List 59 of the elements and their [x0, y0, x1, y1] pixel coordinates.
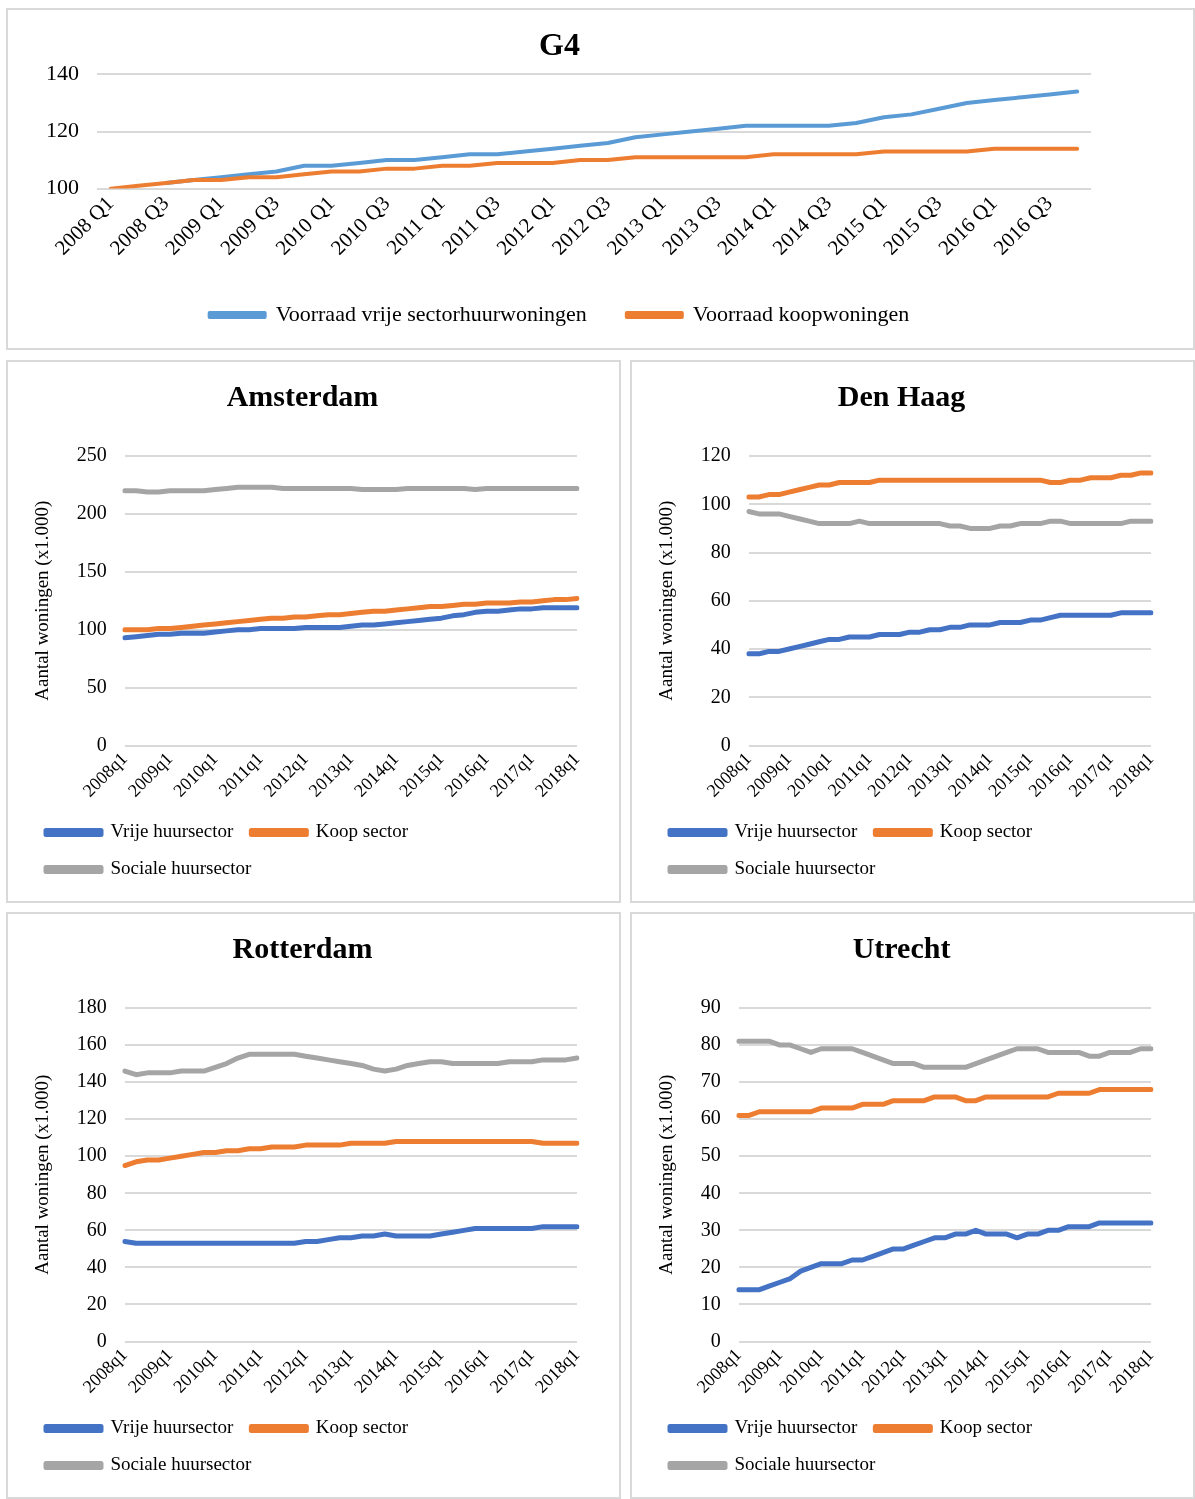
y-axis-title: Aantal woningen (x1.000): [31, 1074, 54, 1275]
y-tick-label: 60: [710, 588, 731, 611]
y-tick-label: 20: [700, 1254, 721, 1277]
y-tick-label: 20: [86, 1291, 107, 1314]
y-tick-label: 80: [700, 1032, 721, 1055]
y-tick-label: 70: [700, 1069, 721, 1092]
y-tick-label: 150: [76, 559, 107, 582]
y-tick-label: 120: [700, 443, 731, 466]
y-tick-label: 40: [700, 1180, 721, 1203]
legend-label: Vrije huursector: [734, 820, 859, 842]
chart-title: G4: [539, 26, 580, 63]
chart-title: Amsterdam: [226, 378, 379, 412]
y-tick-label: 200: [76, 501, 107, 524]
y-tick-label: 50: [86, 674, 107, 697]
y-tick-label: 40: [710, 636, 731, 659]
legend-label: Koop sector: [315, 1416, 409, 1438]
y-tick-label: 120: [76, 1106, 107, 1129]
y-tick-label: 250: [76, 443, 107, 466]
chart-title: Den Haag: [837, 378, 966, 412]
legend-label: Koop sector: [939, 820, 1033, 842]
y-tick-label: 60: [700, 1106, 721, 1129]
y-tick-label: 140: [76, 1069, 107, 1092]
y-tick-label: 160: [76, 1032, 107, 1055]
y-tick-label: 100: [76, 1143, 107, 1166]
y-tick-label: 20: [710, 684, 731, 707]
chart-title: Rotterdam: [232, 930, 373, 964]
y-axis-title: Aantal woningen (x1.000): [655, 500, 678, 701]
legend-label: Koop sector: [939, 1416, 1033, 1438]
y-tick-label: 50: [700, 1143, 721, 1166]
y-axis-title: Aantal woningen (x1.000): [31, 500, 54, 701]
y-tick-label: 0: [720, 732, 731, 755]
y-tick-label: 0: [710, 1328, 721, 1351]
legend-label: Voorraad koopwoningen: [692, 300, 910, 326]
y-tick-label: 120: [46, 117, 79, 143]
legend-label: Sociale huursector: [110, 857, 253, 879]
legend-label: Sociale huursector: [734, 857, 877, 879]
legend-label: Koop sector: [315, 820, 409, 842]
y-tick-label: 40: [86, 1254, 107, 1277]
y-tick-label: 100: [76, 616, 107, 639]
legend-label: Sociale huursector: [734, 1453, 877, 1475]
y-tick-label: 90: [700, 995, 721, 1018]
y-axis-title: Aantal woningen (x1.000): [655, 1074, 678, 1275]
legend-label: Voorraad vrije sectorhuurwoningen: [275, 300, 587, 326]
y-tick-label: 0: [96, 732, 107, 755]
y-tick-label: 140: [46, 60, 79, 86]
chart-title: Utrecht: [852, 930, 951, 964]
legend-label: Sociale huursector: [110, 1453, 253, 1475]
y-tick-label: 10: [700, 1291, 721, 1314]
y-tick-label: 80: [710, 539, 731, 562]
y-tick-label: 100: [700, 491, 731, 514]
y-tick-label: 30: [700, 1217, 721, 1240]
y-tick-label: 180: [76, 995, 107, 1018]
y-tick-label: 100: [46, 174, 79, 200]
legend-label: Vrije huursector: [734, 1416, 859, 1438]
y-tick-label: 80: [86, 1180, 107, 1203]
legend-label: Vrije huursector: [110, 1416, 235, 1438]
y-tick-label: 60: [86, 1217, 107, 1240]
y-tick-label: 0: [96, 1328, 107, 1351]
legend-label: Vrije huursector: [110, 820, 235, 842]
